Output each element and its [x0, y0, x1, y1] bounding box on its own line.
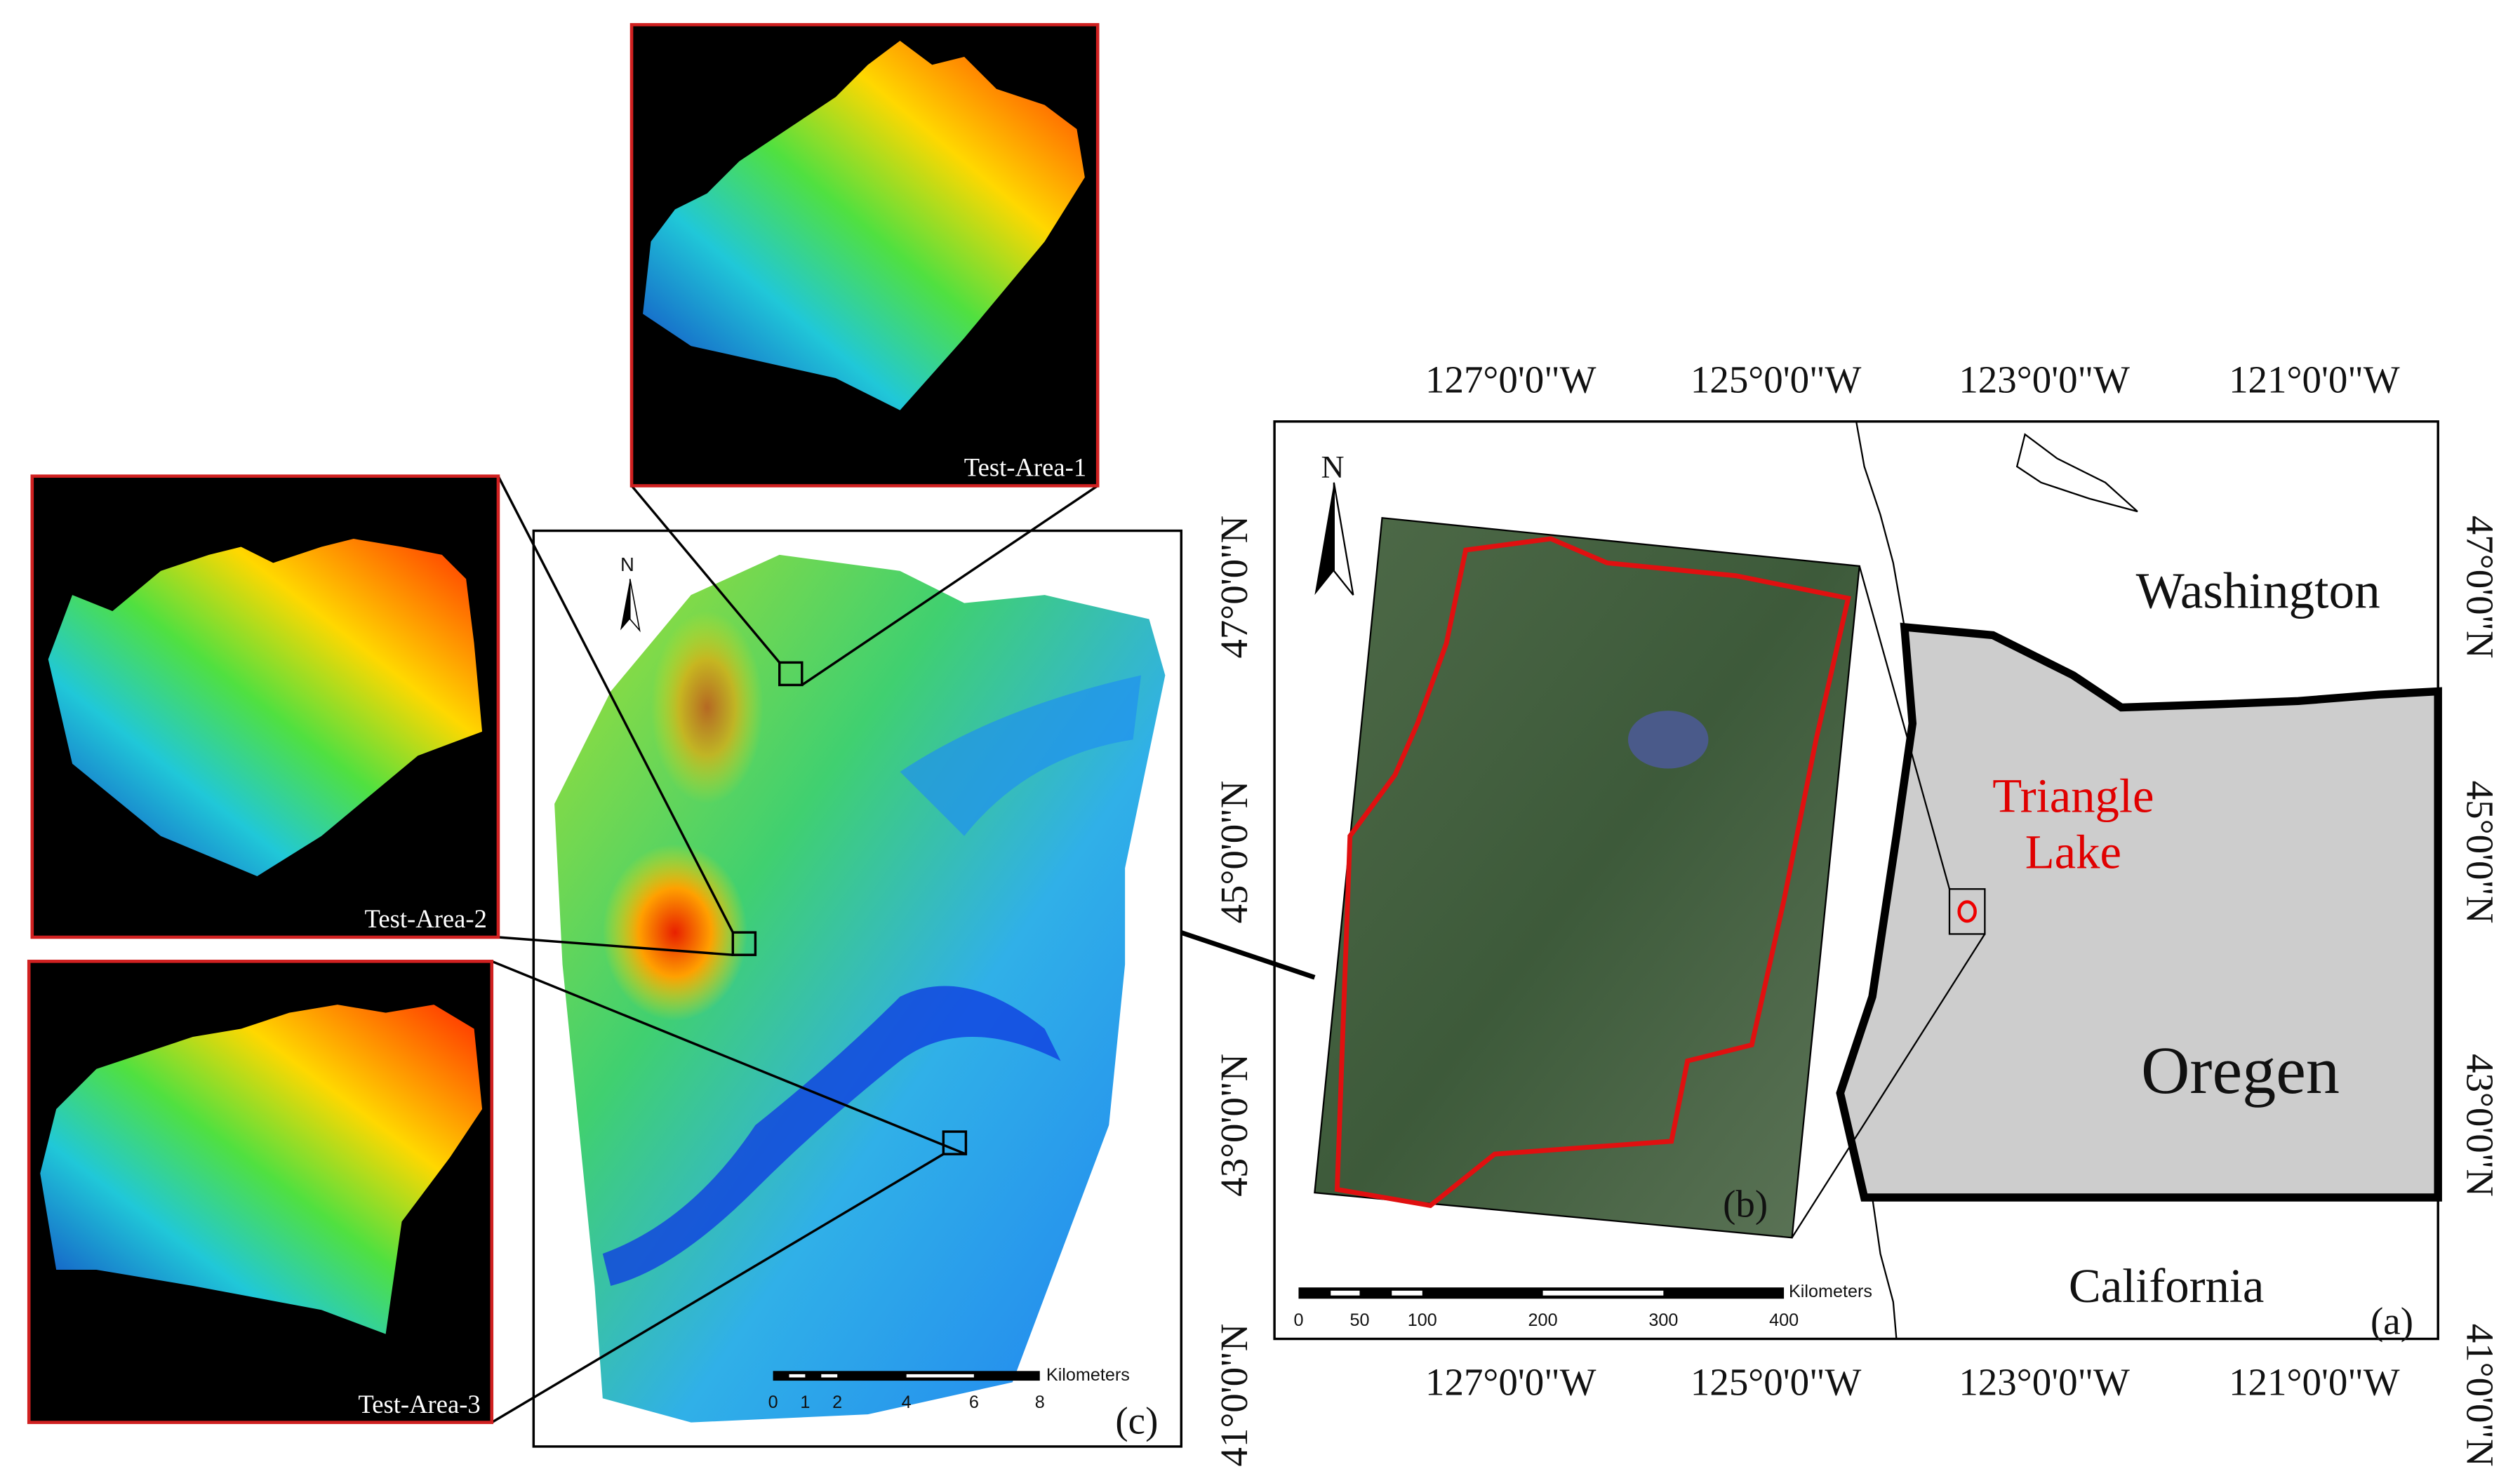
site-box — [1948, 888, 1986, 935]
graticule-labels: 127°0'0"W 125°0'0"W 123°0'0"W 121°0'0"W … — [1213, 358, 2501, 1467]
right-latitude: 43°0'0"N — [2458, 1054, 2501, 1197]
scale-segment — [1298, 1287, 1785, 1299]
area-box — [942, 1130, 968, 1155]
point-cloud — [643, 41, 1085, 410]
puget-sound — [2015, 433, 2138, 513]
connector — [498, 936, 733, 956]
site-label: Triangle — [1992, 769, 2154, 822]
bottom-longitude: 127°0'0"W — [1425, 1361, 1596, 1404]
scale-tick: 6 — [969, 1393, 979, 1412]
scale-tick: 100 — [1408, 1310, 1437, 1330]
state-label: Washington — [2136, 562, 2380, 619]
panel-a-label: (a) — [2371, 1300, 2413, 1343]
scale-segment — [1331, 1290, 1360, 1296]
right-latitude: 45°0'0"N — [2458, 781, 2501, 924]
north-label: N — [1321, 449, 1345, 485]
group: 0 1 2 4 6 8 — [768, 1393, 1045, 1412]
site-outline — [1957, 900, 1977, 923]
north-arrow — [1314, 482, 1334, 596]
state-label: California — [2069, 1259, 2264, 1313]
scale-segment — [1542, 1290, 1664, 1296]
left-latitude: 45°0'0"N — [1213, 781, 1255, 924]
test-area-label: Test-Area-2 — [365, 904, 487, 933]
scale-tick: 8 — [1035, 1393, 1045, 1412]
group: 0 50 100 200 300 400 — [1293, 1310, 1799, 1330]
scale-tick: 4 — [902, 1393, 912, 1412]
lake — [1627, 711, 1709, 769]
scale-segment — [1392, 1290, 1422, 1296]
point-cloud — [48, 539, 483, 876]
scale-tick: 300 — [1648, 1310, 1678, 1330]
state-label: Oregen — [2141, 1033, 2340, 1108]
point-cloud — [40, 1005, 483, 1334]
scale-tick: 400 — [1769, 1310, 1799, 1330]
north-arrow — [1333, 482, 1354, 596]
scale-segment — [789, 1374, 806, 1378]
north-label: N — [620, 554, 634, 575]
right-latitude: 47°0'0"N — [2458, 516, 2501, 659]
satellite-image — [1314, 516, 1860, 1239]
bottom-longitude: 123°0'0"W — [1959, 1361, 2130, 1404]
connector — [497, 475, 734, 933]
scale-tick: 0 — [1293, 1310, 1303, 1330]
site-label: Lake — [2025, 826, 2121, 879]
study-boundary — [1334, 536, 1851, 1209]
test-area-label: Test-Area-3 — [358, 1390, 480, 1418]
connector — [1791, 933, 1986, 1238]
top-longitude: 125°0'0"W — [1691, 358, 1862, 401]
dem-high — [651, 611, 764, 804]
scale-tick: 0 — [768, 1393, 778, 1412]
connector — [491, 960, 967, 1155]
left-latitude: 47°0'0"N — [1213, 516, 1255, 659]
dem-valley — [602, 986, 1061, 1286]
right-latitude: 41°0'0"N — [2458, 1324, 2501, 1467]
left-latitude: 43°0'0"N — [1213, 1054, 1255, 1197]
scale-tick: 50 — [1349, 1310, 1369, 1330]
coastline — [1855, 421, 1905, 1339]
dem-valley — [900, 675, 1142, 836]
bottom-longitude: 121°0'0"W — [2229, 1361, 2400, 1404]
panel-b-label: (b) — [1723, 1182, 1768, 1225]
top-longitude: 123°0'0"W — [1959, 358, 2130, 401]
bottom-longitude: 125°0'0"W — [1691, 1361, 1862, 1404]
scale-tick: 1 — [800, 1393, 810, 1412]
scale-bar: Kilometers 0 1 2 4 6 8 — [768, 1365, 1130, 1412]
scale-unit: Kilometers — [1046, 1365, 1130, 1385]
connector — [801, 485, 1099, 686]
connector — [1858, 565, 1951, 890]
connectors — [491, 475, 1099, 1424]
area-box — [778, 661, 804, 687]
left-latitude: 41°0'0"N — [1213, 1324, 1255, 1467]
scale-segment — [906, 1374, 974, 1378]
north-arrow — [629, 579, 641, 633]
oregon — [1836, 622, 2442, 1202]
test-area-label: Test-Area-1 — [964, 453, 1086, 482]
scale-tick: 200 — [1528, 1310, 1558, 1330]
scale-segment — [821, 1374, 838, 1378]
panel-c-label: (c) — [1115, 1400, 1158, 1442]
scale-bar: Kilometers 0 50 100 200 300 400 — [1293, 1282, 1872, 1330]
connector — [630, 485, 781, 664]
dem-high — [602, 844, 747, 1021]
north-arrow — [620, 579, 630, 631]
area-box — [731, 931, 757, 956]
scale-tick: 2 — [832, 1393, 842, 1412]
top-longitude: 127°0'0"W — [1425, 358, 1596, 401]
scale-unit: Kilometers — [1789, 1282, 1872, 1301]
connector — [491, 1153, 945, 1424]
top-longitude: 121°0'0"W — [2229, 358, 2400, 401]
